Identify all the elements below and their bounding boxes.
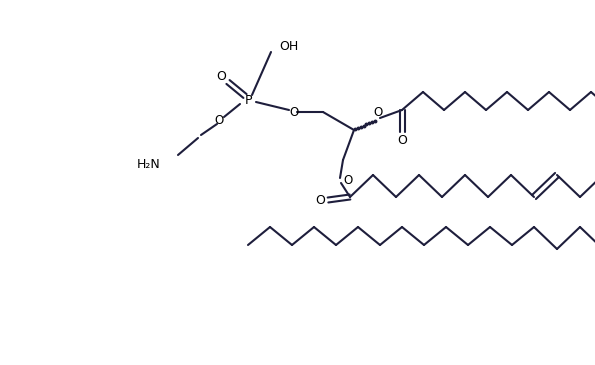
Text: O: O <box>214 115 224 127</box>
Text: P: P <box>245 95 252 108</box>
Text: O: O <box>397 134 407 146</box>
Text: O: O <box>289 107 299 119</box>
Text: O: O <box>315 193 325 207</box>
Text: O: O <box>343 173 353 187</box>
Text: OH: OH <box>279 41 298 54</box>
Text: O: O <box>374 107 383 119</box>
Text: O: O <box>216 70 226 84</box>
Text: H₂N: H₂N <box>137 158 161 170</box>
